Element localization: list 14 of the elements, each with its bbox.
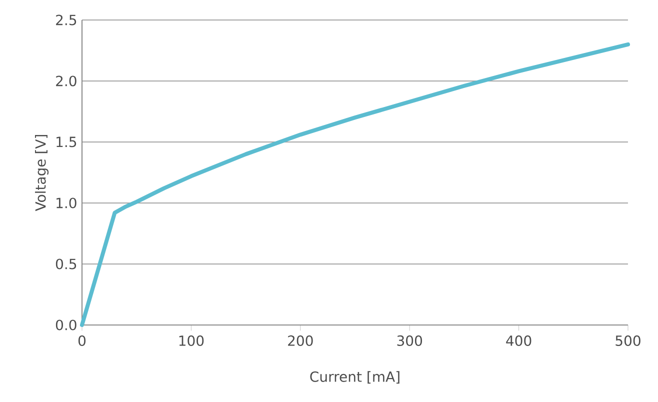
y-tick-label: 1.0 (56, 198, 76, 208)
x-tick-label: 300 (397, 335, 422, 346)
x-tick-label: 0 (78, 335, 86, 346)
x-axis-title: Current [mA] (310, 371, 400, 384)
x-tick-label: 100 (179, 335, 204, 346)
y-tick-label: 2.5 (56, 14, 76, 26)
y-tick-label: 0.0 (56, 320, 76, 330)
x-tick-label: 200 (288, 335, 313, 346)
x-tick-label: 500 (616, 335, 640, 346)
y-tick-label: 0.5 (56, 258, 76, 270)
x-tick-label: 400 (506, 335, 532, 346)
y-tick-label: 1.5 (56, 136, 76, 148)
y-tick-label: 2.0 (56, 76, 76, 86)
y-axis-title: Voltage [V] (35, 134, 49, 212)
